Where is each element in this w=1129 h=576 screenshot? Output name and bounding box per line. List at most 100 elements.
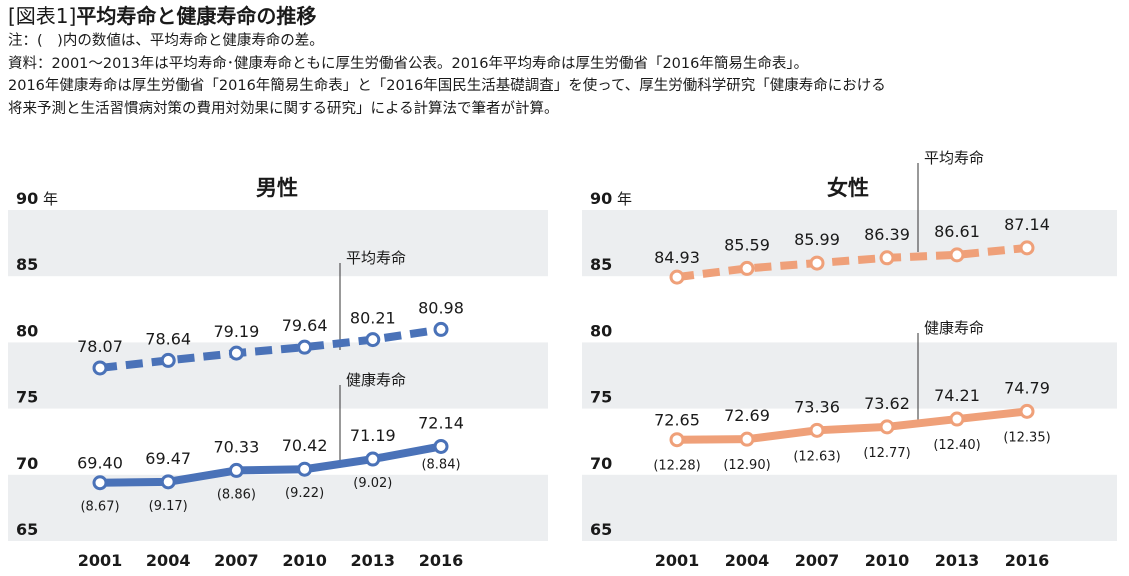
y-tick-label: 80	[16, 321, 38, 340]
figure-title-text: 平均寿命と健康寿命の推移	[76, 4, 317, 28]
x-tick-label: 2001	[78, 551, 123, 570]
source-line: 将来予測と生活習慣病対策の費用対効果に関する研究」による計算法で筆者が計算。	[8, 100, 559, 117]
data-point-marker	[297, 339, 313, 355]
series-line	[676, 243, 1028, 282]
data-point-marker	[228, 462, 244, 478]
x-tick-label: 2016	[419, 551, 464, 570]
data-value-label: 72.69	[724, 406, 770, 425]
data-point-marker	[365, 451, 381, 467]
x-tick-label: 2007	[214, 551, 259, 570]
y-tick-label: 65	[16, 520, 38, 539]
panel-title: 女性	[827, 176, 869, 200]
difference-label: (8.67)	[80, 500, 119, 515]
x-tick-label: 2010	[865, 551, 910, 570]
data-point-marker	[739, 431, 755, 447]
data-point-marker	[809, 255, 825, 271]
data-value-label: 73.62	[864, 394, 910, 413]
data-value-label: 69.47	[145, 449, 191, 468]
data-point-marker	[1019, 403, 1035, 419]
data-value-label: 72.65	[654, 411, 700, 430]
x-tick-label: 2007	[795, 551, 840, 570]
figure-number: [図表1]	[8, 4, 77, 28]
data-point-marker	[949, 411, 965, 427]
source-line: 資料：2001～2013年は平均寿命･健康寿命ともに厚生労働省公表。2016年平…	[8, 55, 809, 72]
y-tick-label: 80	[590, 321, 612, 340]
y-tick-label: 65	[590, 520, 612, 539]
x-tick-label: 2016	[1005, 551, 1050, 570]
data-value-label: 74.79	[1004, 378, 1050, 397]
data-point-marker	[949, 247, 965, 263]
data-value-label: 84.93	[654, 248, 700, 267]
difference-label: (12.77)	[863, 446, 910, 461]
panel-title: 男性	[256, 176, 298, 200]
data-value-label: 72.14	[418, 413, 464, 432]
data-point-marker	[739, 260, 755, 276]
data-value-label: 70.42	[282, 436, 328, 455]
data-value-label: 74.21	[934, 386, 980, 405]
x-tick-label: 2004	[725, 551, 770, 570]
data-point-marker	[669, 432, 685, 448]
data-value-label: 78.64	[145, 329, 191, 348]
x-tick-label: 2001	[655, 551, 700, 570]
y-tick-label: 90	[16, 189, 38, 208]
grid-band	[582, 342, 1117, 409]
series-label: 健康寿命	[346, 371, 406, 389]
x-tick-label: 2013	[935, 551, 980, 570]
x-tick-label: 2004	[146, 551, 191, 570]
data-point-marker	[228, 345, 244, 361]
difference-label: (8.84)	[421, 457, 460, 472]
data-point-marker	[879, 250, 895, 266]
difference-label: (9.17)	[149, 499, 188, 514]
y-tick-label: 90	[590, 189, 612, 208]
series-line	[99, 325, 442, 372]
data-value-label: 87.14	[1004, 215, 1050, 234]
y-tick-label: 75	[16, 388, 38, 407]
series-label: 平均寿命	[346, 249, 406, 267]
difference-label: (12.63)	[793, 449, 840, 464]
y-tick-label: 70	[16, 454, 38, 473]
data-point-marker	[92, 360, 108, 376]
data-point-marker	[160, 474, 176, 490]
data-point-marker	[365, 332, 381, 348]
series-line	[99, 442, 442, 487]
x-tick-label: 2010	[282, 551, 327, 570]
data-value-label: 71.19	[350, 426, 396, 445]
grid-band	[8, 342, 548, 409]
y-tick-label: 85	[590, 255, 612, 274]
difference-label: (12.35)	[1003, 430, 1050, 445]
note-line: 注：( )内の数値は、平均寿命と健康寿命の差。	[8, 33, 324, 49]
data-point-marker	[1019, 240, 1035, 256]
difference-label: (12.90)	[723, 458, 770, 473]
y-axis-unit: 年	[43, 190, 58, 208]
series-line	[676, 407, 1028, 444]
y-axis-unit: 年	[617, 190, 632, 208]
data-point-marker	[879, 419, 895, 435]
data-value-label: 70.33	[213, 437, 259, 456]
data-value-label: 86.39	[864, 225, 910, 244]
data-point-marker	[297, 461, 313, 477]
data-point-marker	[92, 475, 108, 491]
data-value-label: 79.64	[282, 316, 328, 335]
figure-title: [図表1]平均寿命と健康寿命の推移	[8, 2, 1118, 30]
data-value-label: 78.07	[77, 337, 123, 356]
data-value-label: 80.98	[418, 298, 464, 317]
grid-band	[8, 210, 548, 277]
data-point-marker	[809, 422, 825, 438]
data-point-marker	[433, 321, 449, 337]
data-point-marker	[433, 438, 449, 454]
data-point-marker	[669, 269, 685, 285]
series-label: 平均寿命	[924, 149, 984, 167]
source-line: 2016年健康寿命は厚生労働省「2016年簡易生命表」と「2016年国民生活基礎…	[8, 78, 886, 94]
x-tick-label: 2013	[351, 551, 396, 570]
data-point-marker	[160, 352, 176, 368]
y-tick-label: 70	[590, 454, 612, 473]
difference-label: (12.40)	[933, 438, 980, 453]
data-value-label: 86.61	[934, 222, 980, 241]
difference-label: (8.86)	[217, 487, 256, 502]
difference-label: (9.22)	[285, 486, 324, 501]
data-value-label: 69.40	[77, 454, 123, 473]
series-label: 健康寿命	[924, 319, 984, 337]
chart-header: [図表1]平均寿命と健康寿命の推移 注：( )内の数値は、平均寿命と健康寿命の差…	[8, 2, 1118, 120]
difference-label: (9.02)	[353, 476, 392, 491]
